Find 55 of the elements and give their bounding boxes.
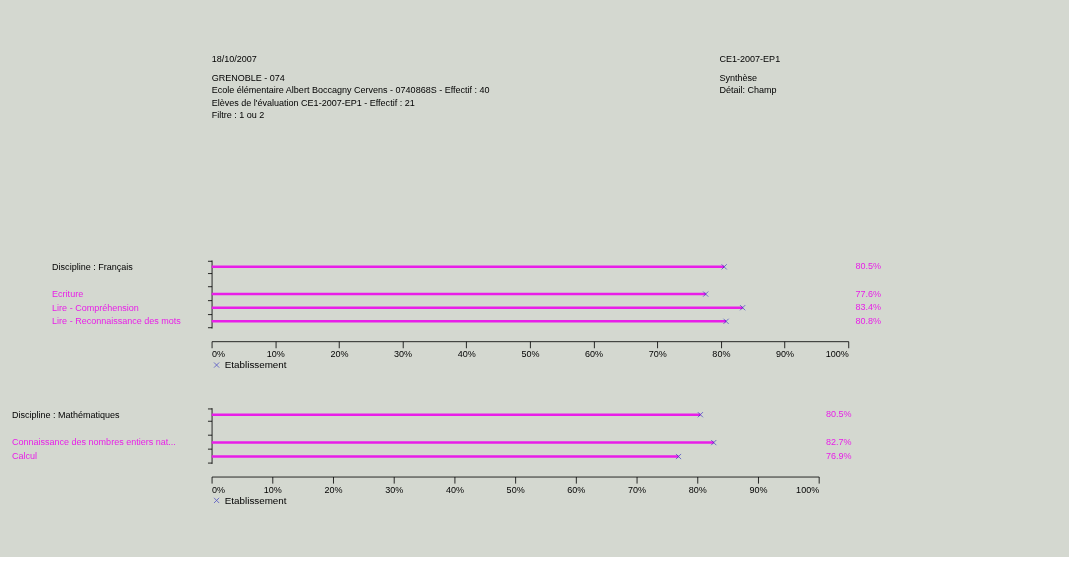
data-label: 80.5% bbox=[826, 409, 852, 420]
data-label: 80.8% bbox=[855, 315, 882, 326]
text: Elèves de l'évaluation CE1-2007-EP1 - Effectif : 21 bbox=[211, 97, 415, 108]
x-tick-label: 30% bbox=[385, 484, 404, 495]
x-tick-label: 90% bbox=[776, 349, 795, 360]
x-tick-label: 80% bbox=[712, 349, 731, 360]
text: CE1-2007-EP1 bbox=[719, 54, 781, 65]
x-tick-label: 50% bbox=[521, 349, 540, 360]
x-tick-label: 40% bbox=[445, 484, 464, 495]
text: Ecole élémentaire Albert Boccagny Cervens - 0740868S - Effectif : 40 bbox=[211, 85, 490, 96]
data-label: 77.6% bbox=[855, 288, 882, 299]
data-label: 82.7% bbox=[826, 437, 852, 448]
x-tick-label: 90% bbox=[749, 484, 768, 495]
text: Détail: Champ bbox=[719, 85, 777, 96]
x-tick-label: 80% bbox=[688, 484, 707, 495]
point bbox=[739, 304, 746, 311]
text: Synthèse bbox=[719, 73, 758, 84]
x-tick-label: 10% bbox=[263, 484, 282, 495]
data-label: 80.5% bbox=[855, 261, 882, 272]
data-label: 83.4% bbox=[855, 302, 882, 313]
x-tick-label: 60% bbox=[585, 349, 604, 360]
x-tick-label: 50% bbox=[506, 484, 525, 495]
x-tick-label: 60% bbox=[567, 484, 586, 495]
legend-label: Etablissement bbox=[224, 359, 287, 371]
y-tick-label: Discipline : Français bbox=[52, 261, 134, 272]
x-tick-label: 0% bbox=[212, 484, 226, 495]
point bbox=[702, 291, 709, 298]
x-tick-label: 20% bbox=[330, 349, 349, 360]
legend-label: Etablissement bbox=[224, 494, 287, 506]
y-tick-label: Ecriture bbox=[52, 288, 84, 299]
x-tick-label: 20% bbox=[324, 484, 343, 495]
y-tick-label: Connaissance des nombres entiers nat... bbox=[11, 437, 176, 448]
x-tick-label: 30% bbox=[394, 349, 413, 360]
point bbox=[723, 318, 730, 325]
bar bbox=[211, 441, 714, 444]
x-tick-label: 0% bbox=[212, 349, 226, 360]
y-tick-label: Lire - Compréhension bbox=[52, 302, 139, 313]
y-tick-label: Discipline : Mathématiques bbox=[11, 409, 121, 420]
bar bbox=[211, 455, 679, 458]
y-tick-label: Calcul bbox=[11, 451, 37, 462]
x-tick-label: 100% bbox=[825, 349, 849, 360]
bar bbox=[211, 306, 743, 309]
bar bbox=[211, 413, 701, 416]
x-tick-label: 40% bbox=[457, 349, 476, 360]
x-tick-label: 10% bbox=[266, 349, 285, 360]
data-label: 76.9% bbox=[826, 450, 852, 461]
text: 18/10/2007 bbox=[211, 54, 257, 65]
y-tick-label: Lire - Reconnaissance des mots bbox=[52, 316, 182, 327]
text: Filtre : 1 ou 2 bbox=[211, 110, 265, 121]
point bbox=[721, 263, 728, 270]
bar bbox=[211, 320, 727, 323]
x-tick-label: 70% bbox=[648, 349, 667, 360]
x-tick-label: 100% bbox=[796, 484, 820, 495]
x-tick-label: 70% bbox=[628, 484, 647, 495]
text: GRENOBLE - 074 bbox=[211, 73, 285, 84]
